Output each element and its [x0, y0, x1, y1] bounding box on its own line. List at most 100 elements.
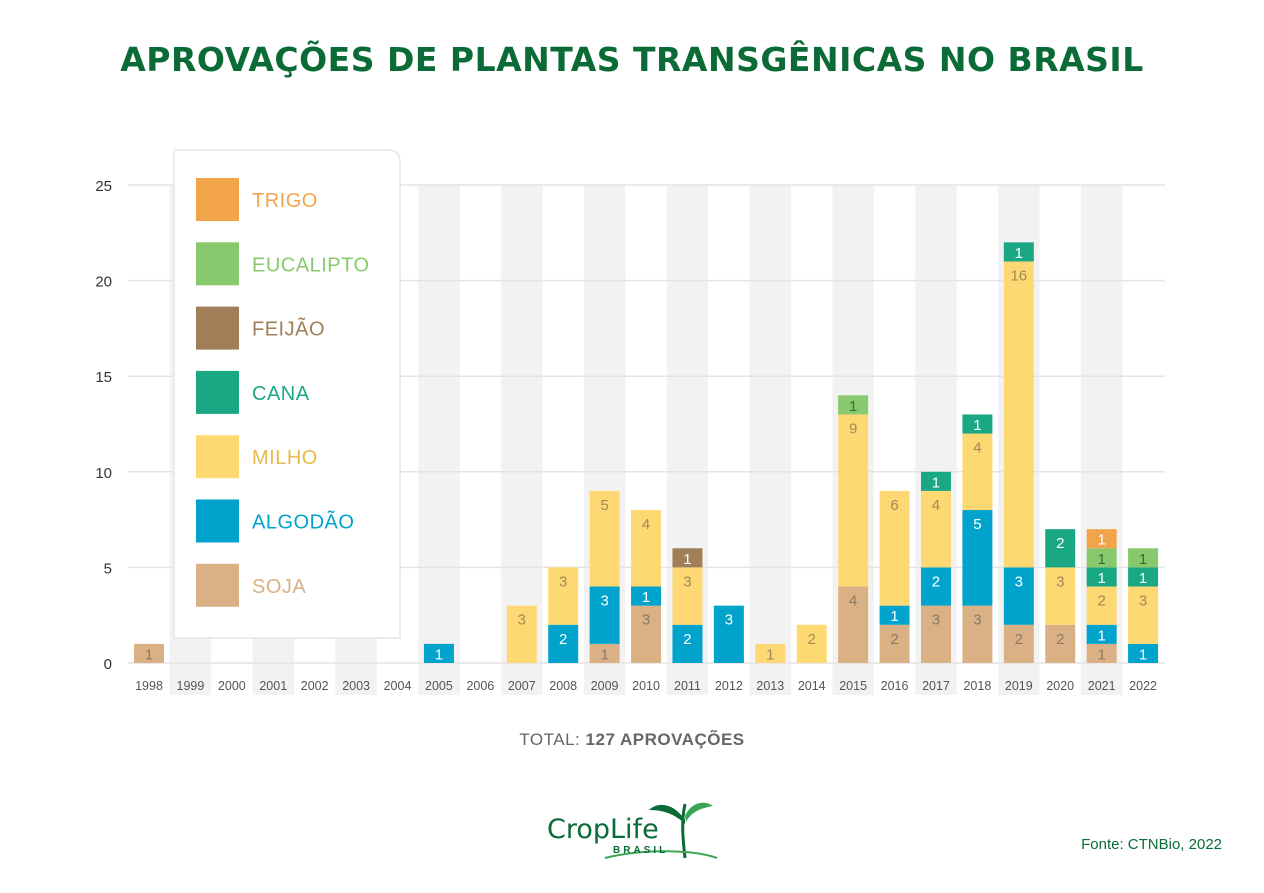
bar-segment: [589, 643, 620, 663]
bar-segment: [962, 510, 993, 606]
bar-segment: [1003, 567, 1034, 625]
legend-swatch: [196, 563, 239, 607]
logo-name: CropLife: [547, 814, 659, 845]
data-label: 1: [1097, 570, 1105, 587]
legend-swatch: [196, 178, 239, 221]
data-label: 3: [1015, 573, 1023, 590]
data-label: 2: [1097, 593, 1105, 610]
y-tick-label: 10: [95, 465, 112, 482]
bar-segment: [672, 567, 703, 625]
legend-label: TRIGO: [252, 190, 318, 212]
legend-swatch: [196, 435, 239, 479]
leaf-icon: [604, 802, 718, 859]
x-tick-label: 2015: [839, 679, 867, 693]
bar-segment: [631, 510, 662, 587]
data-label: 3: [683, 573, 691, 590]
legend-label: SOJA: [252, 576, 306, 598]
data-label: 16: [1010, 267, 1027, 284]
x-tick-label: 2005: [425, 679, 453, 693]
data-label: 1: [1097, 551, 1105, 568]
data-label: 1: [1139, 570, 1147, 587]
x-tick-label: 2009: [591, 679, 619, 693]
column-band: [418, 185, 460, 695]
bar-segment: [920, 567, 951, 606]
x-tick-label: 2014: [798, 679, 826, 693]
x-tick-label: 2022: [1129, 679, 1157, 693]
bar-segment: [879, 605, 910, 625]
data-label: 1: [973, 417, 981, 434]
bar-segment: [1086, 586, 1117, 625]
legend-swatch: [196, 306, 239, 350]
bar-segment: [423, 643, 454, 663]
data-label: 6: [890, 497, 898, 514]
bar-segment: [796, 624, 827, 663]
bar-segment: [589, 586, 620, 644]
bar-segment: [838, 586, 869, 663]
legend-label: MILHO: [252, 447, 318, 469]
bar-segment: [962, 433, 993, 511]
bar-segment: [755, 643, 786, 663]
bar-segment: [672, 548, 703, 568]
x-tick-label: 2021: [1088, 679, 1116, 693]
x-tick-label: 2001: [259, 679, 287, 693]
bar-segment: [548, 624, 579, 663]
bar-segment: [920, 490, 951, 568]
legend-label: CANA: [252, 383, 310, 405]
bar-segment: [1128, 586, 1159, 644]
y-tick-label: 0: [104, 656, 112, 673]
y-tick-label: 20: [95, 274, 112, 291]
bar-segment: [1128, 567, 1159, 587]
data-label: 5: [973, 516, 981, 533]
data-label: 1: [1015, 245, 1023, 262]
data-label: 9: [849, 420, 857, 437]
data-label: 5: [600, 497, 608, 514]
x-tick-label: 2002: [301, 679, 329, 693]
x-tick-label: 2010: [632, 679, 660, 693]
x-tick-label: 2000: [218, 679, 246, 693]
x-tick-label: 2008: [549, 679, 577, 693]
x-tick-label: 2019: [1005, 679, 1033, 693]
bar-segment: [1086, 567, 1117, 587]
bar-segment: [1128, 548, 1159, 568]
data-label: 1: [145, 646, 153, 663]
data-label: 1: [1097, 646, 1105, 663]
legend-label: EUCALIPTO: [252, 254, 370, 276]
bar-segment: [631, 605, 662, 663]
legend-swatch: [196, 499, 239, 543]
data-label: 1: [766, 646, 774, 663]
data-label: 3: [932, 612, 940, 629]
bar-segment: [548, 567, 579, 625]
data-label: 1: [849, 398, 857, 415]
data-label: 1: [932, 474, 940, 491]
bar-segment: [134, 643, 164, 663]
bar-segment: [920, 605, 951, 663]
data-label: 3: [559, 573, 567, 590]
column-band: [749, 185, 792, 695]
y-tick-label: 15: [95, 369, 112, 386]
data-label: 3: [725, 612, 733, 629]
data-label: 1: [1097, 532, 1105, 549]
data-label: 1: [1097, 627, 1105, 644]
x-tick-label: 2004: [384, 679, 412, 693]
data-label: 1: [890, 608, 898, 625]
x-tick-label: 2020: [1046, 679, 1074, 693]
croplife-logo: CropLife BRASIL: [545, 800, 725, 860]
bar-segment: [1045, 624, 1076, 663]
data-label: 4: [932, 497, 940, 514]
x-tick-label: 1998: [135, 679, 163, 693]
bar-segment: [838, 395, 869, 415]
source-note: Fonte: CTNBio, 2022: [1081, 836, 1222, 853]
data-label: 1: [435, 646, 443, 663]
bar-segment: [838, 414, 869, 587]
x-tick-label: 2012: [715, 679, 743, 693]
bar-segment: [879, 624, 910, 663]
bar-segment: [962, 414, 993, 434]
bar-segment: [1086, 529, 1117, 549]
x-tick-label: 2013: [756, 679, 784, 693]
bar-segment: [506, 605, 537, 663]
bar-segment: [1086, 548, 1117, 568]
total-approvals: TOTAL: 127 APROVAÇÕES: [0, 730, 1264, 750]
data-label: 3: [1139, 593, 1147, 610]
legend-swatch: [196, 370, 239, 414]
